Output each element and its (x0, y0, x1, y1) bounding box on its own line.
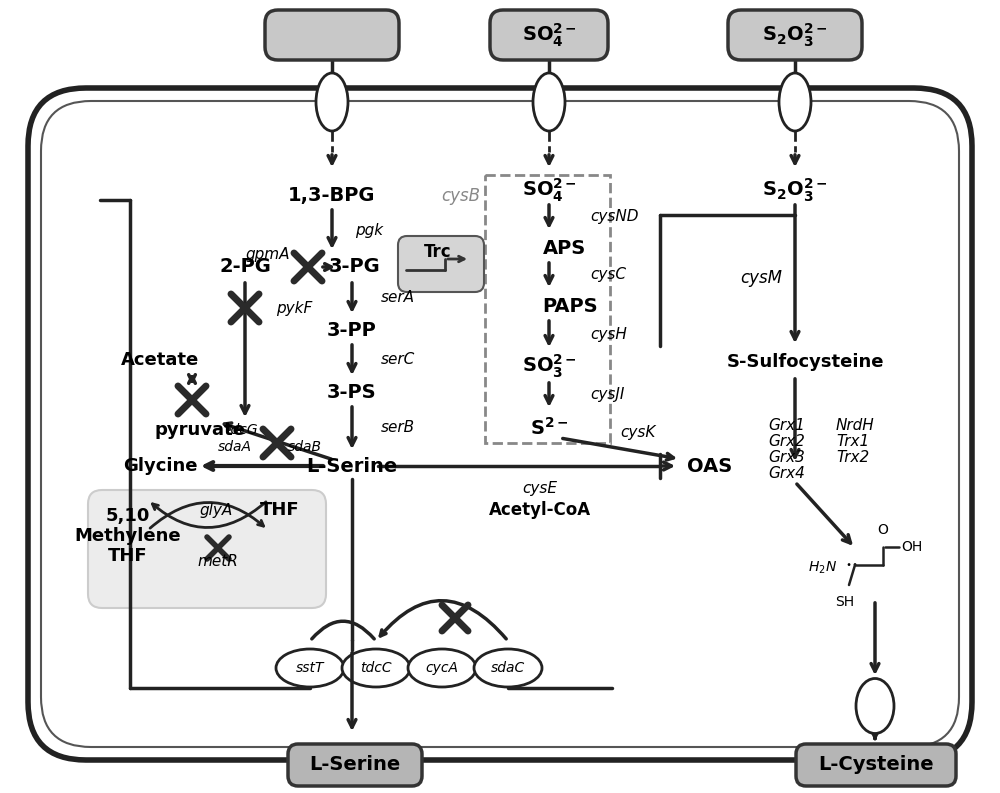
FancyBboxPatch shape (398, 236, 484, 292)
Ellipse shape (276, 649, 344, 687)
Text: cysH: cysH (590, 327, 627, 342)
Text: sdaC: sdaC (491, 661, 525, 675)
Text: SH: SH (835, 595, 855, 609)
Text: 3-PG: 3-PG (329, 258, 381, 277)
Ellipse shape (316, 73, 348, 131)
Text: APS: APS (543, 239, 587, 258)
FancyBboxPatch shape (490, 10, 608, 60)
Text: gpmA: gpmA (246, 247, 290, 262)
Text: cysND: cysND (590, 209, 639, 224)
Ellipse shape (779, 73, 811, 131)
Text: $\mathbf{S^{2-}}$: $\mathbf{S^{2-}}$ (530, 417, 568, 439)
Text: glyA: glyA (199, 503, 233, 518)
Text: Grx1: Grx1 (768, 419, 805, 434)
FancyBboxPatch shape (288, 744, 422, 786)
Text: 3-PS: 3-PS (327, 382, 377, 401)
Text: O: O (878, 523, 888, 537)
Text: pyruvate: pyruvate (155, 421, 245, 439)
Text: 2-PG: 2-PG (219, 258, 271, 277)
Text: cycA: cycA (426, 661, 458, 675)
Text: sdaB: sdaB (288, 440, 322, 454)
Text: cysK: cysK (620, 426, 656, 440)
Text: $\mathbf{S_2O_3^{2-}}$: $\mathbf{S_2O_3^{2-}}$ (762, 176, 828, 204)
Text: S-Sulfocysteine: S-Sulfocysteine (726, 353, 884, 371)
Text: tdcC: tdcC (360, 661, 392, 675)
Text: sdaA: sdaA (218, 440, 252, 454)
Text: $\mathbf{SO_4^{2-}}$: $\mathbf{SO_4^{2-}}$ (522, 176, 576, 204)
Text: cysM: cysM (740, 269, 782, 287)
Text: Acetate: Acetate (121, 351, 199, 369)
Ellipse shape (408, 649, 476, 687)
Text: $H_2N$: $H_2N$ (808, 560, 837, 577)
Text: L-Serine: L-Serine (309, 756, 401, 775)
Text: Acetyl-CoA: Acetyl-CoA (489, 501, 591, 519)
Text: tdcG: tdcG (225, 423, 258, 437)
Ellipse shape (533, 73, 565, 131)
Text: Methylene: Methylene (75, 527, 181, 545)
Text: THF: THF (260, 501, 300, 519)
Text: $\bullet\!\bullet$: $\bullet\!\bullet$ (845, 558, 857, 568)
Text: L-Cysteine: L-Cysteine (818, 756, 934, 775)
Text: Grx4: Grx4 (768, 466, 805, 481)
Text: sstT: sstT (296, 661, 324, 675)
FancyBboxPatch shape (265, 10, 399, 60)
Text: cysC: cysC (590, 267, 626, 282)
Text: Grx2: Grx2 (768, 435, 805, 450)
Text: 3-PP: 3-PP (327, 320, 377, 339)
Ellipse shape (474, 649, 542, 687)
Text: $\mathbf{SO_3^{2-}}$: $\mathbf{SO_3^{2-}}$ (522, 352, 576, 380)
FancyBboxPatch shape (88, 490, 326, 608)
Ellipse shape (342, 649, 410, 687)
Text: Grx3: Grx3 (768, 450, 805, 465)
Text: 1,3-BPG: 1,3-BPG (288, 186, 376, 205)
Text: cysB: cysB (441, 187, 480, 205)
Text: PAPS: PAPS (542, 297, 598, 316)
Text: Trx2: Trx2 (836, 450, 869, 465)
Text: serC: serC (381, 353, 415, 367)
Ellipse shape (856, 679, 894, 734)
Text: cysE: cysE (522, 481, 558, 496)
Text: pgk: pgk (355, 223, 383, 237)
Text: OAS: OAS (687, 457, 733, 476)
Text: THF: THF (108, 547, 148, 565)
Text: pykF: pykF (276, 301, 312, 316)
Text: Glucose: Glucose (283, 25, 381, 45)
FancyBboxPatch shape (796, 744, 956, 786)
Text: Trx1: Trx1 (836, 435, 869, 450)
Text: L-Serine: L-Serine (306, 457, 398, 476)
Text: cysJI: cysJI (590, 388, 624, 403)
FancyBboxPatch shape (28, 88, 972, 760)
Text: serB: serB (381, 420, 415, 435)
FancyBboxPatch shape (728, 10, 862, 60)
Text: Glycine: Glycine (123, 457, 197, 475)
FancyBboxPatch shape (41, 101, 959, 747)
Text: 5,10: 5,10 (106, 507, 150, 525)
Text: Trc: Trc (424, 243, 452, 261)
Text: NrdH: NrdH (836, 419, 875, 434)
Text: serA: serA (381, 290, 415, 305)
Text: $\mathbf{S_2O_3^{2-}}$: $\mathbf{S_2O_3^{2-}}$ (762, 21, 828, 48)
Text: OH: OH (901, 540, 922, 554)
Text: $\mathbf{SO_4^{2-}}$: $\mathbf{SO_4^{2-}}$ (522, 21, 576, 48)
Text: metR: metR (198, 554, 238, 569)
